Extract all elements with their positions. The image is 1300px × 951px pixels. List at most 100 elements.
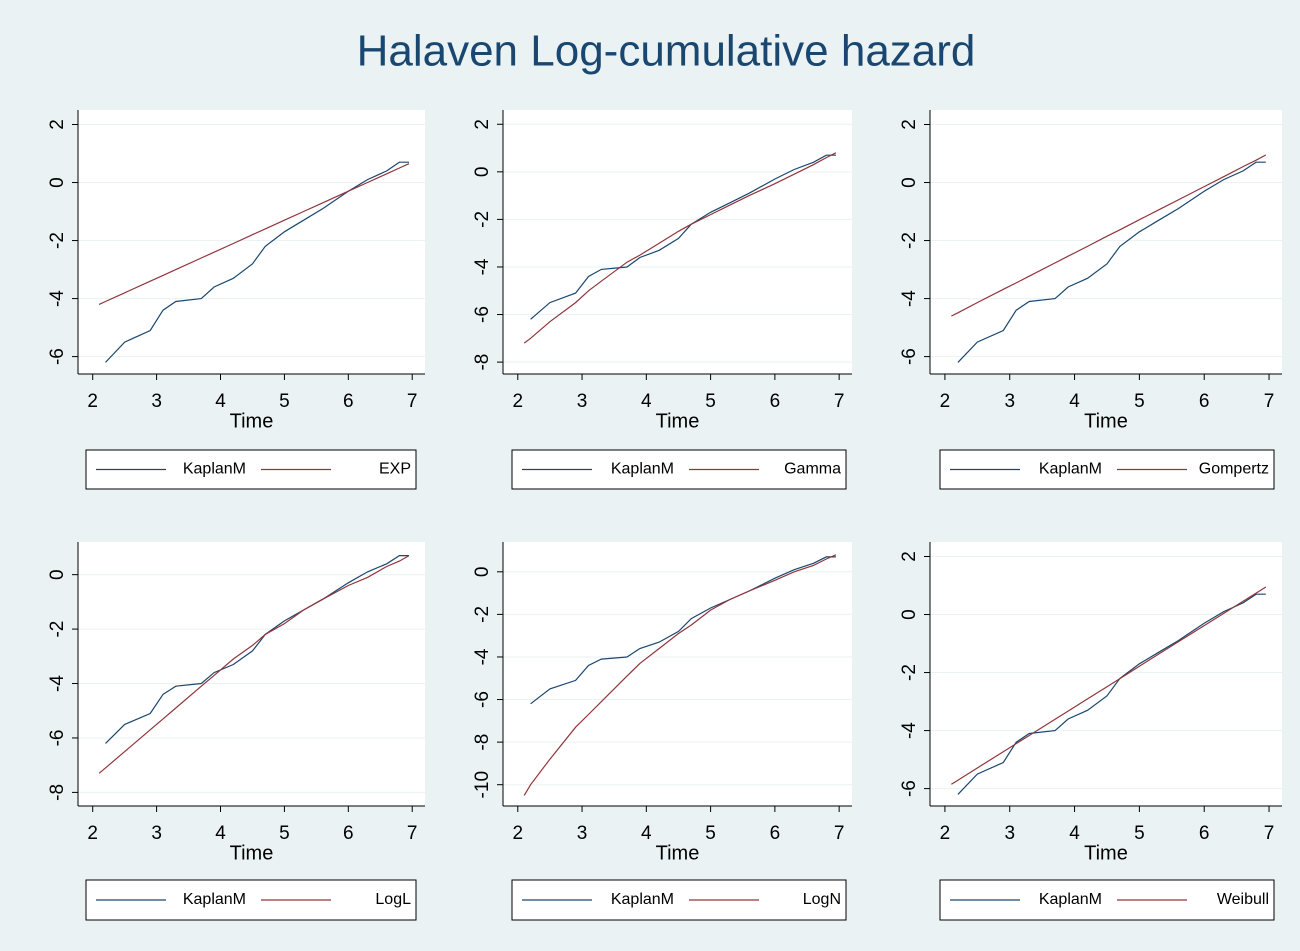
x-tick-label: 2 [940,823,951,844]
y-tick-label: -6 [899,348,920,365]
x-tick-label: 7 [834,823,845,844]
x-tick-label: 4 [1069,823,1080,844]
y-tick-label: -4 [47,675,68,692]
x-tick-label: 4 [1069,391,1080,412]
y-tick-label: -2 [47,232,68,249]
y-tick-label: 2 [899,119,920,130]
plot-area [78,542,425,806]
y-tick-label: 0 [47,177,68,188]
y-tick-label: 2 [899,551,920,562]
x-tick-label: 5 [1134,823,1145,844]
legend-label: LogN [803,891,841,908]
plot-area [78,110,425,374]
x-tick-label: 7 [834,391,845,412]
series-line [98,555,410,774]
x-tick-label: 7 [1264,391,1275,412]
series-line [98,163,410,305]
y-tick-label: -2 [472,606,493,623]
series-line [523,554,837,796]
y-tick-label: -4 [472,648,493,665]
x-tick-label: 5 [705,823,716,844]
x-axis-label: Time [656,842,700,864]
x-tick-label: 7 [1264,823,1275,844]
legend-box [85,449,417,490]
y-tick-label: 0 [899,177,920,188]
plot-area [930,110,1282,374]
series-line [523,152,837,344]
y-tick-label: 2 [47,119,68,130]
series-line [530,154,836,320]
y-tick-label: -2 [899,232,920,249]
y-tick-label: -2 [47,621,68,638]
x-tick-label: 3 [577,823,588,844]
x-axis-label: Time [656,410,700,432]
y-tick-label: 2 [472,119,493,130]
legend-label: KaplanM [611,461,674,478]
panel: -6 -4 -2 0 2 2 3 4 5 6 7 Time KaplanM EXP [47,110,425,490]
legend-label: LogL [375,891,411,908]
legend-label: KaplanM [183,461,246,478]
legend-label: Gompertz [1199,461,1269,478]
figure-title: Halaven Log-cumulative hazard [357,27,976,76]
legend-label: KaplanM [1039,461,1102,478]
y-tick-label: -4 [899,722,920,739]
plot-area [503,542,852,806]
x-tick-label: 2 [940,391,951,412]
series-line [951,586,1267,785]
y-tick-label: -2 [472,211,493,228]
y-tick-label: -4 [47,290,68,307]
x-tick-label: 2 [512,391,523,412]
y-tick-label: -6 [47,348,68,365]
y-tick-label: -4 [472,258,493,275]
x-tick-label: 4 [641,391,652,412]
x-tick-label: 4 [641,823,652,844]
x-tick-label: 7 [407,823,418,844]
y-tick-label: -8 [472,354,493,371]
y-tick-label: -10 [472,771,493,798]
x-tick-label: 4 [215,391,226,412]
panel: -8 -6 -4 -2 0 2 3 4 5 6 7 Time KaplanM LogL [47,542,425,921]
x-tick-label: 2 [87,391,98,412]
x-axis-label: Time [230,842,274,864]
legend-label: EXP [379,461,411,478]
x-tick-label: 5 [279,391,290,412]
x-tick-label: 2 [512,823,523,844]
x-tick-label: 3 [577,391,588,412]
y-tick-label: -6 [899,780,920,797]
x-tick-label: 3 [1004,391,1015,412]
y-tick-label: -6 [472,306,493,323]
legend-label: KaplanM [183,891,246,908]
y-tick-label: -4 [899,290,920,307]
x-tick-label: 2 [87,823,98,844]
legend-box [511,449,847,490]
x-axis-label: Time [1084,410,1128,432]
y-tick-label: 0 [899,609,920,620]
x-tick-label: 4 [215,823,226,844]
y-tick-label: 0 [472,167,493,178]
x-tick-label: 3 [151,391,162,412]
x-tick-label: 6 [770,391,781,412]
x-tick-label: 5 [279,823,290,844]
y-tick-label: -2 [899,664,920,681]
y-tick-label: -8 [47,784,68,801]
y-tick-label: 0 [472,567,493,578]
panel: -10 -8 -6 -4 -2 0 2 3 4 5 6 7 Time KaplanM LogN [472,542,852,921]
legend-label: KaplanM [1039,891,1102,908]
series-line [530,556,836,705]
x-tick-label: 6 [343,391,354,412]
x-tick-label: 6 [1199,823,1210,844]
plot-area [930,542,1282,806]
series-line [105,161,409,363]
x-tick-label: 6 [770,823,781,844]
x-axis-label: Time [230,410,274,432]
series-line [951,154,1267,317]
panel: -6 -4 -2 0 2 2 3 4 5 6 7 Time KaplanM Weibull [899,542,1282,921]
x-tick-label: 7 [407,391,418,412]
y-tick-label: -8 [472,734,493,751]
y-tick-label: -6 [47,730,68,747]
series-line [957,161,1266,363]
series-line [105,555,409,744]
x-tick-label: 5 [705,391,716,412]
plot-area [503,110,852,374]
